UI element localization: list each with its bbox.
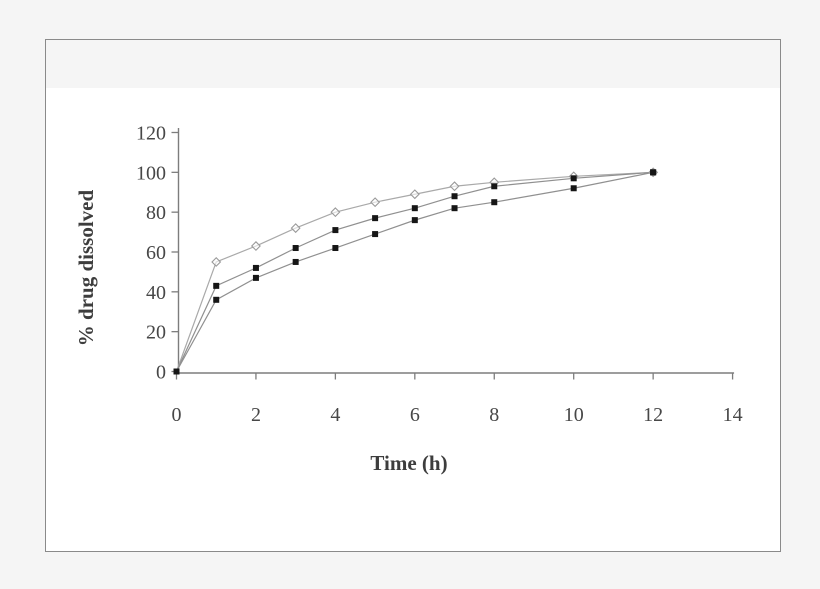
y-tick-label: 0 [156,362,166,384]
chart-panel [45,39,781,552]
profile-2-middle-marker [451,193,458,200]
profile-1-fastest-marker [409,189,420,200]
profile-3-slowest-marker [491,199,498,206]
profile-2-middle-marker [491,183,498,190]
profile-3-slowest-marker [372,231,379,238]
profile-3-slowest-marker [292,258,299,265]
profile-1-fastest-marker [370,197,381,208]
x-tick-label: 2 [251,404,261,426]
tick-labels: 0 20 40 60 80 100 120 0 2 4 6 8 10 12 14 [136,122,743,426]
axes [171,128,735,380]
profile-3-slowest-marker [332,245,339,252]
profile-2-middle-marker [372,215,379,222]
profile-2-middle-marker [570,175,577,182]
y-tick-label: 20 [146,322,166,344]
y-tick-label: 60 [146,242,166,264]
x-tick-label: 10 [564,404,584,426]
y-tick-label: 80 [146,202,166,224]
profile-3-slowest-marker [570,185,577,192]
profile-2-middle-marker [332,227,339,234]
profile-3-slowest-marker [173,368,180,375]
profile-1-fastest-marker [250,241,261,252]
y-tick-label: 40 [146,282,166,304]
panel-top-strip [46,40,780,88]
profile-1-fastest-marker [330,207,341,218]
profile-3-slowest-marker [451,205,458,212]
profile-2-middle-marker [292,245,299,252]
y-tick-label: 120 [136,122,166,144]
x-tick-label: 0 [172,404,182,426]
data-series [173,167,659,375]
profile-2-middle-marker [411,205,418,212]
x-tick-label: 8 [489,404,499,426]
profile-3-slowest-marker [411,217,418,224]
profile-3-slowest-marker [213,296,220,303]
profile-3-slowest-marker [650,169,657,176]
profile-1-fastest-marker [211,256,222,267]
profile-3-slowest-marker [252,274,259,281]
x-tick-label: 4 [330,404,340,426]
y-tick-label: 100 [136,162,166,184]
profile-1-fastest-marker [290,223,301,234]
profile-1-fastest-marker [449,181,460,192]
x-axis-title: Time (h) [370,451,447,475]
x-tick-label: 6 [410,404,420,426]
x-tick-label: 12 [643,404,663,426]
y-axis-title: % drug dissolved [74,189,98,346]
profile-2-middle-marker [213,282,220,289]
profile-2-middle-marker [252,264,259,271]
profile-2-middle-line [175,171,654,372]
x-tick-label: 14 [723,404,743,426]
